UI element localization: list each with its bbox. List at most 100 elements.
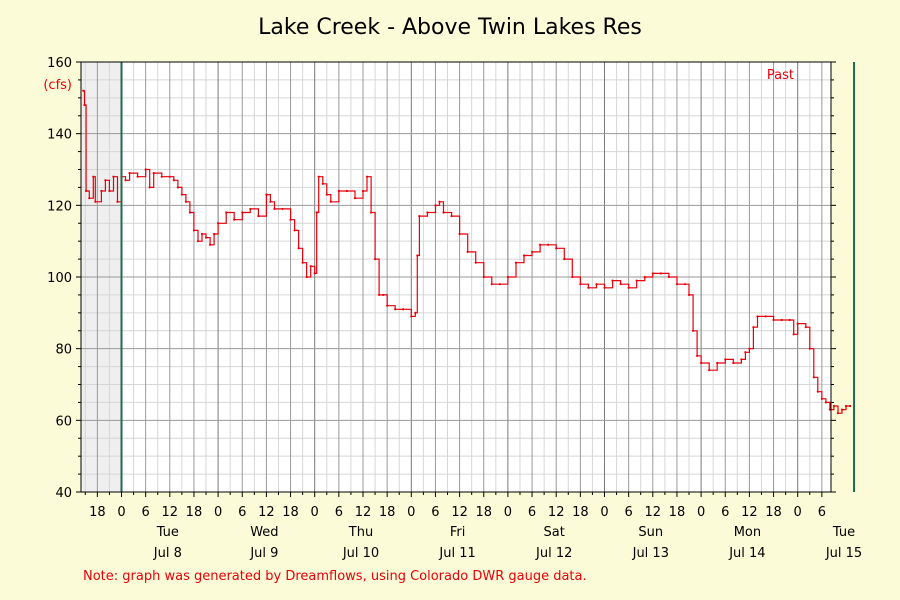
day-weekday-label: Fri <box>450 525 466 540</box>
flow-data-point <box>269 200 272 203</box>
flow-data-point <box>820 397 823 400</box>
flow-data-point <box>82 89 85 92</box>
day-date-label: Jul 15 <box>825 546 862 561</box>
x-tick-label: 18 <box>379 505 396 520</box>
flow-data-point <box>438 200 441 203</box>
flow-data-point <box>217 222 220 225</box>
flow-data-point <box>804 326 807 329</box>
x-tick-label: 18 <box>282 505 299 520</box>
x-tick-label: 18 <box>89 505 106 520</box>
flow-data-point <box>611 279 614 282</box>
day-weekday-label: Sun <box>638 525 663 540</box>
flow-data-point <box>844 404 848 408</box>
flow-data-point <box>305 275 308 279</box>
x-tick-label: 6 <box>142 505 150 520</box>
flow-data-point <box>386 304 389 307</box>
flow-data-point <box>317 175 320 178</box>
y-tick-label: 40 <box>55 486 72 501</box>
x-tick-label: 0 <box>117 505 125 520</box>
flow-data-point <box>643 275 646 279</box>
flow-data-point <box>410 315 413 318</box>
flow-data-point <box>651 272 654 275</box>
x-tick-label: 12 <box>451 505 468 520</box>
flow-data-point <box>619 283 622 286</box>
flow-data-point <box>603 286 606 289</box>
flow-data-point <box>301 261 304 264</box>
flow-data-point <box>848 404 852 408</box>
day-date-label: Jul 10 <box>342 546 379 561</box>
flow-data-point <box>675 283 679 286</box>
flow-data-point <box>627 286 630 289</box>
flow-data-point <box>84 189 88 193</box>
x-tick-label: 18 <box>765 505 782 520</box>
flow-data-point <box>635 279 638 282</box>
x-tick-label: 6 <box>818 505 826 520</box>
y-tick-label: 140 <box>47 128 72 143</box>
flow-data-point <box>466 250 469 254</box>
flow-data-point <box>547 243 550 246</box>
flow-data-point <box>700 361 703 365</box>
flow-data-point <box>744 351 747 354</box>
x-tick-label: 0 <box>697 505 705 520</box>
flow-data-point <box>204 236 208 239</box>
flow-data-point <box>812 376 815 379</box>
flow-data-point <box>225 211 228 214</box>
flow-data-point <box>824 401 827 404</box>
flow-data-point <box>579 283 582 286</box>
flow-data-point <box>233 218 236 221</box>
flow-data-point <box>297 247 300 250</box>
flow-data-point <box>378 293 381 297</box>
x-tick-label: 6 <box>335 505 343 520</box>
flow-data-point <box>94 200 97 203</box>
y-axis-unit: (cfs) <box>43 78 72 93</box>
flow-data-point <box>188 211 192 214</box>
flow-data-point <box>442 211 445 214</box>
flow-data-point <box>796 322 799 325</box>
day-weekday-label: Wed <box>250 525 278 540</box>
flow-data-point <box>506 275 509 279</box>
flow-data-point <box>732 361 735 365</box>
x-tick-label: 0 <box>214 505 222 520</box>
flow-data-point <box>313 272 316 275</box>
x-tick-label: 12 <box>162 505 179 520</box>
flow-data-point <box>337 189 340 193</box>
flow-data-point <box>257 214 260 218</box>
x-tick-label: 6 <box>431 505 439 520</box>
flow-data-point <box>555 247 558 250</box>
x-tick-label: 12 <box>645 505 662 520</box>
flow-data-point <box>418 214 421 218</box>
x-tick-label: 6 <box>238 505 246 520</box>
flow-data-point <box>828 408 832 411</box>
x-tick-label: 12 <box>548 505 565 520</box>
flow-data-point <box>289 218 292 221</box>
day-weekday-label: Mon <box>734 525 761 540</box>
flow-data-point <box>148 186 151 189</box>
flow-data-point <box>414 311 417 314</box>
flow-data-point <box>402 308 405 311</box>
flow-data-point <box>196 240 200 243</box>
flow-data-point <box>816 390 819 393</box>
flow-data-point <box>124 179 127 182</box>
flow-data-point <box>249 207 252 211</box>
x-tick-label: 18 <box>669 505 686 520</box>
x-tick-label: 12 <box>258 505 275 520</box>
past-label: Past <box>767 68 794 83</box>
flow-data-point <box>740 358 743 361</box>
flow-data-point <box>208 243 212 246</box>
flow-data-point <box>365 175 369 178</box>
flow-data-point <box>321 182 324 185</box>
day-date-label: Jul 13 <box>632 546 669 561</box>
y-tick-label: 100 <box>47 271 72 286</box>
x-tick-label: 0 <box>311 505 319 520</box>
flow-data-point <box>241 211 244 214</box>
flow-data-point <box>152 171 155 175</box>
flow-data-point <box>595 283 598 286</box>
flow-data-point <box>184 200 187 203</box>
day-weekday-label: Tue <box>156 525 179 540</box>
flow-data-point <box>172 179 175 182</box>
flow-data-point <box>840 408 844 411</box>
flow-data-point <box>315 211 318 214</box>
flow-data-point <box>756 315 759 318</box>
flow-data-point <box>474 261 477 264</box>
flow-data-point <box>434 204 437 207</box>
